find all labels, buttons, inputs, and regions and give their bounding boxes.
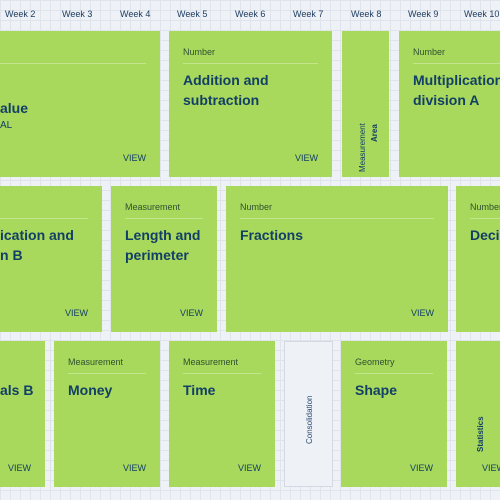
card-category: Measurement: [125, 202, 181, 212]
week-6-label: Week 6: [235, 9, 266, 19]
card-title: Deci: [470, 227, 500, 243]
card-category: Measurement: [183, 357, 239, 367]
card-divider: [68, 373, 146, 374]
view-link[interactable]: VIEW: [409, 463, 433, 473]
card-category: Number: [470, 202, 500, 212]
card-time[interactable]: Measurement Time VIEW: [169, 341, 275, 487]
week-9-label: Week 9: [408, 9, 439, 19]
card-title: als B: [0, 382, 34, 398]
view-link[interactable]: VIEW: [294, 153, 318, 163]
week-4-label: Week 4: [120, 9, 151, 19]
week-header-row: Week 2 Week 3 Week 4 Week 5 Week 6 Week …: [0, 0, 500, 28]
card-divider: [0, 63, 146, 64]
card-category: Measurement: [68, 357, 124, 367]
card-divider: [183, 373, 261, 374]
card-category: Geometry: [355, 357, 395, 367]
card-title-line-1: Addition and: [183, 72, 269, 88]
view-link[interactable]: VIEW: [64, 308, 88, 318]
view-link[interactable]: VIEW: [179, 308, 203, 318]
card-title: Time: [183, 382, 216, 398]
card-statistics[interactable]: Statistics VIEW: [456, 341, 500, 487]
week-3-label: Week 3: [62, 9, 93, 19]
view-link[interactable]: VIEW: [122, 153, 146, 163]
card-addition-subtraction[interactable]: Number Addition and subtraction VIEW: [169, 31, 332, 177]
card-subtitle: AL: [0, 120, 13, 131]
card-place-value[interactable]: alue AL VIEW: [0, 31, 160, 177]
card-divider: [183, 63, 318, 64]
view-link[interactable]: VIEW: [237, 463, 261, 473]
card-title: Shape: [355, 382, 398, 398]
card-title-vertical: Area: [370, 124, 379, 142]
card-divider: [355, 373, 433, 374]
card-decimals-b[interactable]: als B VIEW: [0, 341, 45, 487]
card-category: Number: [413, 47, 446, 57]
week-8-label: Week 8: [351, 9, 382, 19]
card-category: Number: [240, 202, 273, 212]
card-length-perimeter[interactable]: Measurement Length and perimeter VIEW: [111, 186, 217, 332]
card-title-line-2: n B: [0, 247, 23, 263]
card-divider: [240, 218, 434, 219]
card-area[interactable]: Measurement Area: [342, 31, 389, 177]
card-title-vertical: Consolidation: [305, 395, 314, 444]
card-category: Number: [183, 47, 216, 57]
card-title-line-2: perimeter: [125, 247, 189, 263]
card-title-line-1: ication and: [0, 227, 74, 243]
card-title-line-2: division A: [413, 92, 480, 108]
card-title-vertical: Statistics: [476, 416, 485, 452]
card-divider: [0, 218, 88, 219]
card-category-vertical: Measurement: [358, 123, 367, 172]
card-title-line-1: Length and: [125, 227, 201, 243]
card-shape[interactable]: Geometry Shape VIEW: [341, 341, 447, 487]
card-title: Money: [68, 382, 113, 398]
card-divider: [470, 218, 500, 219]
view-link[interactable]: VIEW: [7, 463, 31, 473]
week-7-label: Week 7: [293, 9, 324, 19]
card-title: alue: [0, 100, 29, 116]
week-5-label: Week 5: [177, 9, 208, 19]
card-divider: [413, 63, 500, 64]
card-money[interactable]: Measurement Money VIEW: [54, 341, 160, 487]
card-fractions[interactable]: Number Fractions VIEW: [226, 186, 448, 332]
card-title: Fractions: [240, 227, 304, 243]
card-multiplication-division-b[interactable]: ication and n B VIEW: [0, 186, 102, 332]
card-divider: [125, 218, 203, 219]
view-link[interactable]: VIEW: [410, 308, 434, 318]
week-2-label: Week 2: [5, 9, 36, 19]
card-title-line-1: Multiplication: [413, 72, 500, 88]
card-multiplication-division-a[interactable]: Number Multiplication division A: [399, 31, 500, 177]
card-title-line-2: subtraction: [183, 92, 260, 108]
week-10-label: Week 10: [464, 9, 500, 19]
view-link[interactable]: VIEW: [122, 463, 146, 473]
card-consolidation[interactable]: Consolidation: [284, 341, 333, 487]
card-decimals[interactable]: Number Deci: [456, 186, 500, 332]
view-link[interactable]: VIEW: [482, 463, 500, 473]
